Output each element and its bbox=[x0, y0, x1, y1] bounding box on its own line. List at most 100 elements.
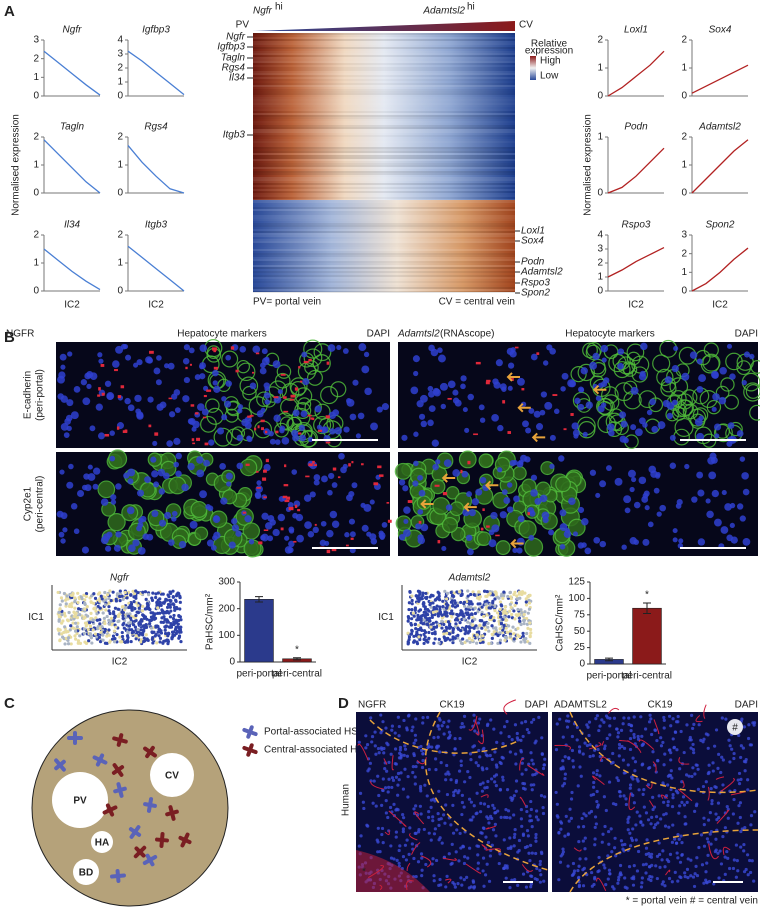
heatmap-texture bbox=[253, 173, 515, 175]
nucleus bbox=[328, 472, 335, 480]
hsc-icon bbox=[112, 733, 128, 747]
nucleus bbox=[73, 528, 80, 535]
cell-outline bbox=[236, 359, 251, 374]
nucleus bbox=[376, 850, 380, 854]
nucleus bbox=[464, 427, 470, 433]
cell-outline bbox=[638, 390, 657, 409]
nucleus bbox=[708, 832, 712, 836]
nucleus bbox=[616, 778, 620, 783]
nucleus bbox=[575, 725, 579, 730]
cell-point bbox=[410, 617, 414, 621]
nucleus bbox=[499, 731, 503, 735]
nucleus bbox=[452, 389, 459, 396]
nucleus bbox=[389, 856, 394, 860]
nucleus bbox=[530, 825, 534, 829]
nucleus bbox=[452, 793, 456, 798]
nucleus bbox=[658, 865, 662, 869]
cell-point bbox=[528, 635, 532, 639]
heatmap-texture bbox=[253, 37, 515, 39]
nucleus bbox=[736, 821, 740, 825]
cell-point bbox=[514, 601, 518, 605]
nucleus bbox=[661, 849, 665, 853]
nucleus bbox=[173, 461, 180, 468]
cell-point bbox=[141, 613, 146, 618]
nucleus bbox=[381, 720, 385, 724]
cell-point bbox=[453, 625, 458, 629]
nucleus bbox=[741, 746, 745, 750]
nucleus bbox=[287, 502, 294, 508]
cell-point bbox=[503, 638, 507, 642]
nucleus bbox=[647, 720, 652, 724]
nucleus bbox=[373, 730, 377, 734]
cell-point bbox=[463, 628, 467, 632]
cell-point bbox=[140, 633, 145, 637]
cell-point bbox=[163, 617, 167, 622]
cell-point bbox=[516, 626, 520, 631]
nucleus bbox=[89, 425, 96, 432]
nucleus bbox=[462, 878, 466, 882]
nucleus bbox=[320, 520, 327, 527]
cell-point bbox=[444, 597, 449, 601]
cell-point bbox=[120, 610, 124, 614]
nucleus bbox=[134, 394, 142, 403]
heatmap-texture bbox=[253, 55, 515, 57]
y-tick-label: 0 bbox=[681, 188, 687, 199]
nucleus bbox=[676, 714, 680, 719]
cell-point bbox=[79, 595, 84, 599]
cell-point bbox=[161, 620, 166, 624]
red-signal bbox=[149, 350, 154, 354]
nucleus bbox=[559, 523, 568, 532]
heatmap-texture bbox=[253, 197, 515, 199]
nucleus bbox=[709, 829, 714, 834]
nucleus bbox=[640, 876, 644, 880]
nucleus bbox=[632, 735, 636, 740]
cell-point bbox=[521, 631, 525, 635]
nucleus bbox=[695, 856, 699, 860]
nucleus bbox=[673, 870, 677, 874]
cell-point bbox=[98, 622, 102, 626]
nucleus bbox=[715, 818, 719, 822]
micrograph bbox=[56, 339, 390, 448]
cell-point bbox=[120, 605, 125, 609]
nucleus bbox=[517, 377, 525, 386]
cell-point bbox=[84, 641, 89, 646]
cell-point bbox=[73, 596, 77, 600]
nucleus bbox=[403, 747, 408, 751]
nucleus bbox=[530, 489, 538, 497]
cell-point bbox=[511, 625, 515, 629]
red-signal bbox=[190, 404, 195, 407]
y-tick-label: 0 bbox=[117, 188, 123, 199]
red-signal bbox=[101, 392, 105, 396]
nucleus bbox=[481, 856, 486, 860]
nucleus bbox=[502, 838, 506, 842]
cell-point bbox=[419, 621, 423, 625]
nucleus bbox=[517, 838, 522, 843]
nucleus bbox=[723, 826, 727, 830]
nucleus bbox=[607, 780, 612, 784]
nucleus bbox=[653, 823, 658, 827]
red-fiber bbox=[521, 864, 534, 872]
nucleus bbox=[505, 788, 510, 792]
red-signal bbox=[100, 364, 105, 367]
nucleus bbox=[595, 799, 599, 804]
arrow bbox=[531, 432, 546, 443]
nucleus bbox=[702, 844, 707, 848]
nucleus bbox=[418, 804, 422, 808]
heatmap-texture bbox=[253, 179, 515, 181]
nucleus bbox=[502, 866, 506, 871]
nucleus bbox=[398, 748, 402, 752]
nucleus bbox=[460, 721, 464, 726]
red-fiber bbox=[442, 857, 457, 861]
cell-point bbox=[478, 639, 482, 643]
cell-point bbox=[482, 589, 487, 593]
cell-point bbox=[413, 608, 417, 612]
nucleus bbox=[634, 838, 638, 842]
nucleus bbox=[441, 545, 447, 552]
cell-point bbox=[480, 626, 484, 630]
nucleus bbox=[595, 395, 602, 402]
nucleus bbox=[728, 760, 732, 764]
heatmap-texture bbox=[253, 207, 515, 209]
nucleus bbox=[680, 800, 684, 805]
nucleus bbox=[696, 432, 705, 441]
heatmap-texture bbox=[253, 63, 515, 65]
